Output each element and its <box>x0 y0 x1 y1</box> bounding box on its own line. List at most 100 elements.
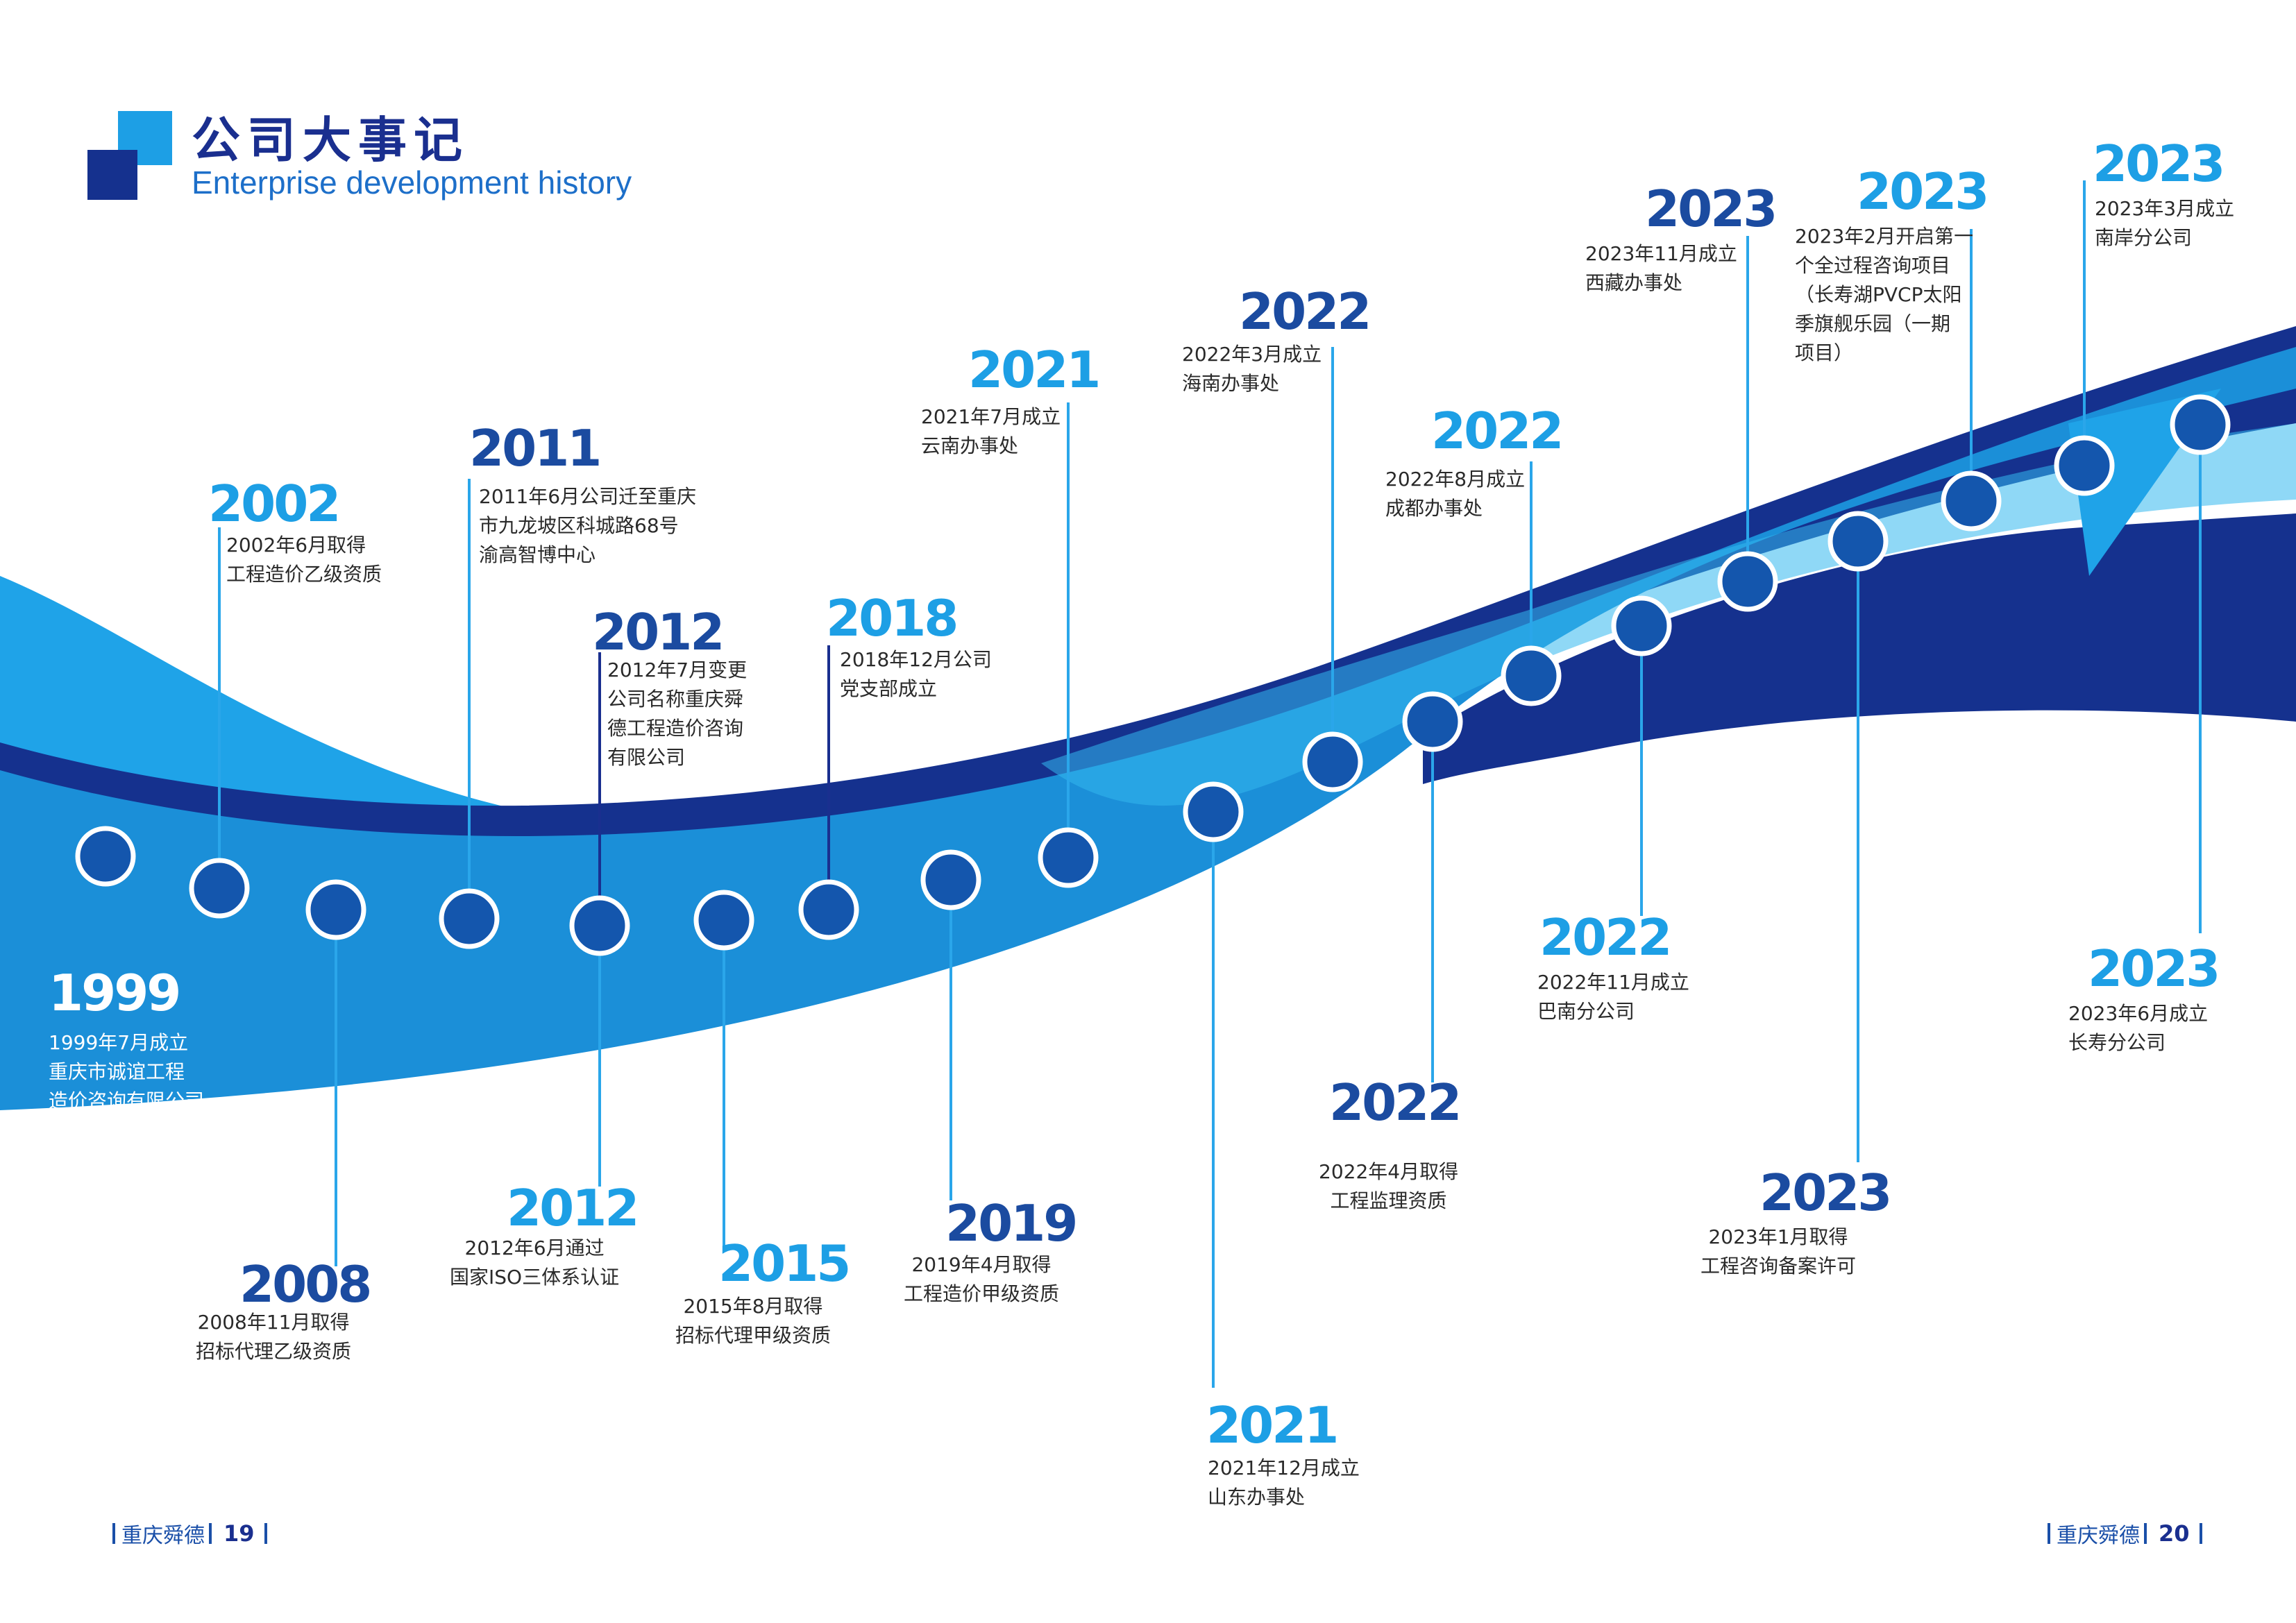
event-description-line: 工程造价乙级资质 <box>226 563 382 586</box>
event-year: 2011 <box>469 419 602 477</box>
event-description-line: 2019年4月取得 <box>911 1253 1052 1276</box>
event-description-line: 2015年8月取得 <box>683 1295 823 1318</box>
event-description: 2023年3月成立 南岸分公司 <box>2095 194 2234 253</box>
event-description: 2023年6月成立 长寿分公司 <box>2068 999 2208 1057</box>
footer-bar-icon <box>112 1523 117 1544</box>
event-description-line: 2023年1月取得 <box>1708 1225 1848 1248</box>
event-description: 2021年7月成立 云南办事处 <box>921 402 1061 461</box>
event-description-line: 项目） <box>1795 341 1854 364</box>
event-description-line: 渝高智博中心 <box>479 543 596 566</box>
page-title: 公司大事记 <box>192 112 469 169</box>
timeline-node <box>2054 435 2115 496</box>
event-description-line: 国家ISO三体系认证 <box>450 1266 620 1289</box>
event-description: 2015年8月取得 招标代理甲级资质 <box>675 1292 831 1350</box>
event-year: 2023 <box>2093 135 2225 193</box>
event-description-line: 党支部成立 <box>840 677 938 700</box>
event-description-line: 南岸分公司 <box>2095 226 2193 249</box>
event-year: 2023 <box>1759 1164 1892 1222</box>
timeline-node <box>920 849 981 910</box>
footer-left: 重庆舜德 19 <box>108 1520 273 1548</box>
event-year: 2022 <box>1431 402 1564 460</box>
event-description-line: 云南办事处 <box>921 434 1019 457</box>
event-year: 2023 <box>1857 162 1989 221</box>
timeline-node <box>1501 645 1562 706</box>
footer-bar-icon <box>2048 1523 2052 1544</box>
event-description-line: 工程造价甲级资质 <box>904 1282 1060 1305</box>
event-description: 2022年8月成立 成都办事处 <box>1385 465 1525 523</box>
event-description: 2002年6月取得 工程造价乙级资质 <box>226 531 382 589</box>
event-year: 2008 <box>239 1255 372 1314</box>
timeline-node <box>1717 551 1778 612</box>
event-description-line: 2011年6月公司迁至重庆 <box>479 485 697 508</box>
event-year: 2022 <box>1539 908 1672 967</box>
event-description: 2012年7月变更 公司名称重庆舜 德工程造价咨询 有限公司 <box>607 656 747 772</box>
event-description-line: 2008年11月取得 <box>197 1311 350 1334</box>
event-description-line: 2022年8月成立 <box>1385 468 1526 491</box>
timeline-node <box>1183 781 1244 842</box>
event-year: 2023 <box>2088 940 2220 998</box>
event-description-line: 2012年6月通过 <box>464 1237 605 1259</box>
event-year: 2012 <box>507 1179 639 1237</box>
timeline-nodes <box>75 394 2231 956</box>
event-description-line: 2018年12月公司 <box>840 648 992 671</box>
event-description-line: 巴南分公司 <box>1537 1000 1635 1023</box>
connector-lines <box>218 180 2202 1388</box>
event-description: 2023年11月成立 西藏办事处 <box>1585 239 1737 298</box>
timeline-node <box>439 888 500 949</box>
event-description-line: 2021年12月成立 <box>1208 1456 1360 1479</box>
footer-bar-icon <box>2199 1523 2204 1544</box>
event-year: 2015 <box>718 1234 851 1293</box>
event-description-line: 造价咨询有限公司 <box>49 1089 205 1112</box>
event-description: 1999年7月成立 重庆市诚谊工程 造价咨询有限公司 <box>49 1028 204 1116</box>
event-year: 1999 <box>49 964 181 1022</box>
timeline-node <box>305 879 366 940</box>
footer-company: 重庆舜德 <box>2057 1524 2140 1548</box>
event-description-line: 工程监理资质 <box>1330 1189 1447 1212</box>
event-description: 2008年11月取得 招标代理乙级资质 <box>196 1308 351 1366</box>
event-year: 2018 <box>826 589 959 647</box>
event-description-line: 2023年6月成立 <box>2068 1002 2209 1025</box>
header-square-dark <box>87 150 137 200</box>
footer-right: 重庆舜德 20 <box>2043 1520 2209 1548</box>
event-description-line: 2022年3月成立 <box>1182 343 1322 366</box>
event-description: 2023年2月开启第一 个全过程咨询项目 （长寿湖PVCP太阳 季旗舰乐园（一期 项目） <box>1795 222 1973 368</box>
event-year: 2021 <box>1206 1396 1339 1454</box>
timeline-node <box>569 895 630 956</box>
event-description-line: （长寿湖PVCP太阳 <box>1795 283 1962 306</box>
event-description-line: 山东办事处 <box>1208 1486 1306 1509</box>
event-description: 2022年3月成立 海南办事处 <box>1182 340 1322 398</box>
event-description-line: 招标代理甲级资质 <box>675 1324 832 1347</box>
event-description-line: 2002年6月取得 <box>226 534 366 556</box>
event-description-line: 德工程造价咨询 <box>607 717 744 740</box>
event-year: 2022 <box>1239 282 1371 341</box>
event-year: 2023 <box>1645 180 1778 238</box>
timeline-node <box>1941 470 2002 532</box>
event-description-line: 2023年2月开启第一 <box>1795 225 1974 248</box>
event-description-line: 2023年3月成立 <box>2095 197 2235 220</box>
event-description-line: 招标代理乙级资质 <box>196 1340 352 1363</box>
event-description-line: 西藏办事处 <box>1585 271 1683 294</box>
timeline-node <box>1038 827 1099 888</box>
event-description-line: 海南办事处 <box>1182 372 1280 395</box>
event-description-line: 2023年11月成立 <box>1585 242 1737 265</box>
timeline-node <box>1302 731 1363 792</box>
page-number: 19 <box>223 1520 255 1547</box>
event-description-line: 有限公司 <box>607 746 686 769</box>
footer-company: 重庆舜德 <box>121 1524 205 1548</box>
event-description-line: 工程咨询备案许可 <box>1700 1255 1857 1277</box>
footer-bar-icon <box>209 1523 214 1544</box>
timeline-node <box>798 879 859 940</box>
event-description-line: 2022年11月成立 <box>1537 971 1689 994</box>
event-year: 2019 <box>945 1194 1078 1252</box>
event-description: 2011年6月公司迁至重庆 市九龙坡区科城路68号 渝高智博中心 <box>479 482 696 570</box>
event-description: 2022年11月成立 巴南分公司 <box>1537 968 1689 1026</box>
event-description: 2022年4月取得 工程监理资质 <box>1319 1157 1458 1216</box>
event-description: 2023年1月取得 工程咨询备案许可 <box>1700 1223 1856 1281</box>
event-description-line: 重庆市诚谊工程 <box>49 1060 185 1083</box>
event-year: 2021 <box>968 341 1101 399</box>
page-subtitle: Enterprise development history <box>192 164 632 201</box>
event-year: 2012 <box>592 603 725 661</box>
event-description: 2019年4月取得 工程造价甲级资质 <box>904 1250 1059 1309</box>
event-year: 2002 <box>208 475 341 533</box>
timeline-node <box>693 890 754 951</box>
